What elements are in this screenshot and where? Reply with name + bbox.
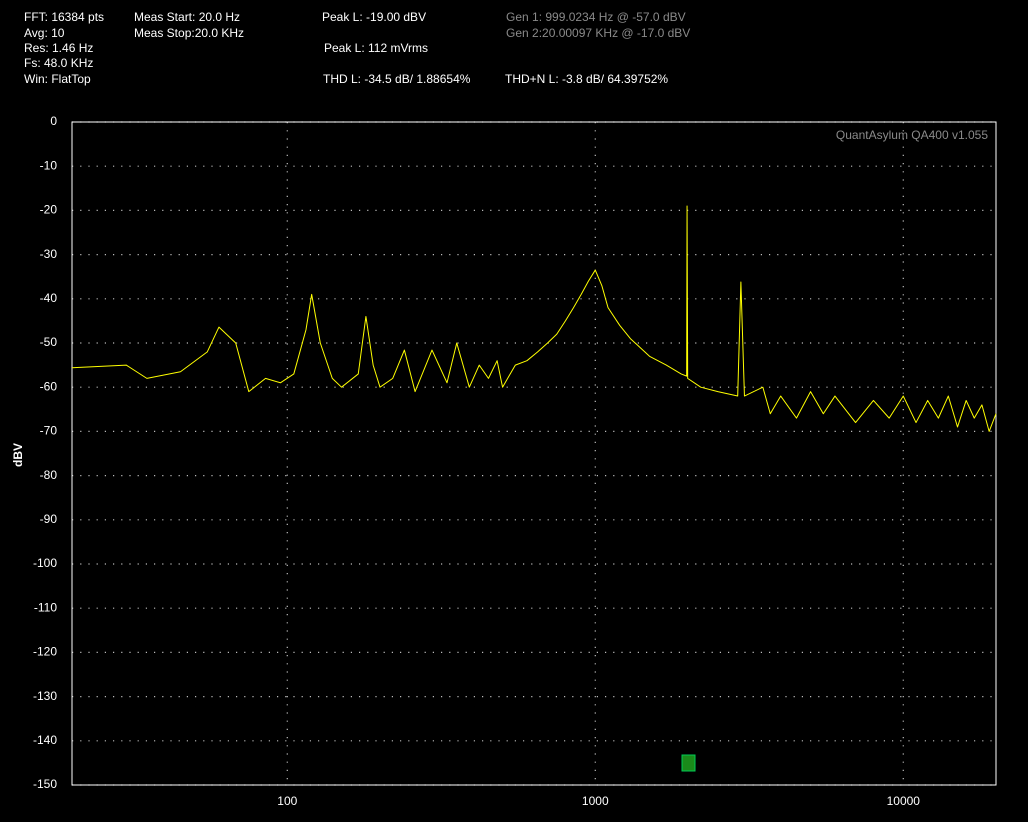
x-tick-label: 1000 bbox=[582, 794, 609, 808]
plot-frame bbox=[71, 121, 997, 786]
info-text: THD L: -34.5 dB/ 1.88654% bbox=[323, 72, 471, 86]
y-tick-label: -110 bbox=[34, 600, 57, 614]
info-text: Win: FlatTop bbox=[24, 72, 91, 86]
x-tick-label: 100 bbox=[277, 794, 297, 808]
y-tick-label: -120 bbox=[33, 645, 57, 659]
y-axis-label: dBV bbox=[11, 443, 25, 467]
y-tick-label: -50 bbox=[40, 335, 58, 349]
info-text: Meas Start: 20.0 Hz bbox=[134, 10, 240, 24]
info-text: Gen 1: 999.0234 Hz @ -57.0 dBV bbox=[506, 10, 686, 24]
info-text: Avg: 10 bbox=[24, 26, 65, 40]
info-text: Gen 2:20.00097 KHz @ -17.0 dBV bbox=[506, 26, 690, 40]
watermark: QuantAsylum QA400 v1.055 bbox=[836, 128, 988, 142]
info-text: FFT: 16384 pts bbox=[24, 10, 104, 24]
info-text: Peak L: 112 mVrms bbox=[324, 41, 428, 55]
x-tick-label: 10000 bbox=[887, 794, 921, 808]
y-tick-label: -40 bbox=[40, 291, 58, 305]
info-text: Res: 1.46 Hz bbox=[24, 41, 93, 55]
trace bbox=[71, 205, 997, 432]
y-tick-label: -30 bbox=[40, 247, 58, 261]
y-tick-label: -130 bbox=[33, 689, 57, 703]
y-tick-label: -150 bbox=[33, 777, 57, 791]
info-text: Peak L: -19.00 dBV bbox=[322, 10, 426, 24]
info-text: Meas Stop:20.0 KHz bbox=[134, 26, 244, 40]
info-text: Fs: 48.0 KHz bbox=[24, 56, 93, 70]
info-text: THD+N L: -3.8 dB/ 64.39752% bbox=[505, 72, 668, 86]
y-tick-label: -70 bbox=[40, 424, 58, 438]
y-tick-label: 0 bbox=[50, 114, 57, 128]
y-tick-label: -10 bbox=[40, 158, 58, 172]
y-tick-label: -60 bbox=[40, 379, 58, 393]
y-tick-label: -80 bbox=[40, 468, 58, 482]
y-tick-label: -140 bbox=[33, 733, 57, 747]
y-tick-label: -90 bbox=[40, 512, 58, 526]
marker bbox=[681, 754, 696, 772]
y-tick-label: -100 bbox=[33, 556, 57, 570]
y-tick-label: -20 bbox=[40, 203, 58, 217]
